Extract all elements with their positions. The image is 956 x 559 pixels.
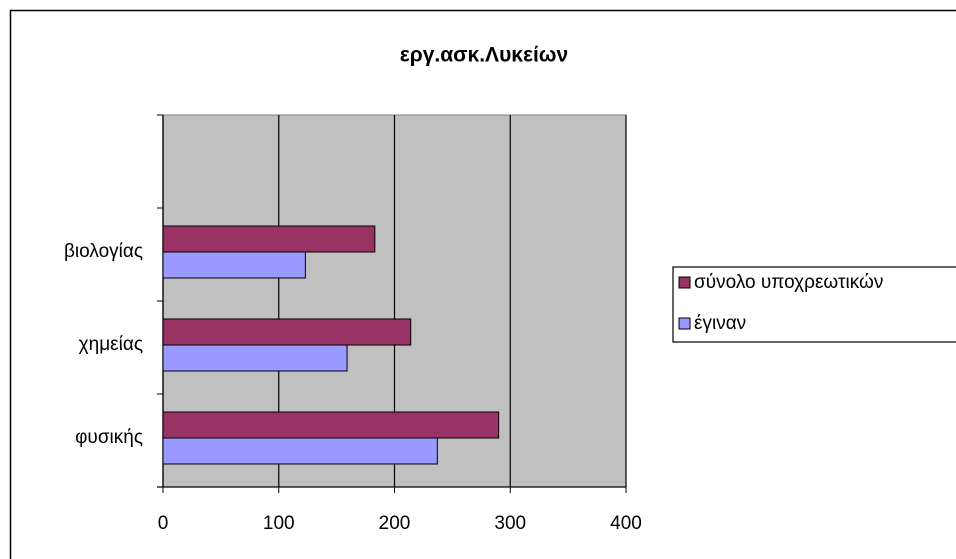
y-tick-label: βιολογίας bbox=[64, 241, 143, 262]
legend-swatch bbox=[678, 317, 691, 330]
y-tick-label: χημείας bbox=[79, 334, 143, 355]
bar bbox=[162, 225, 376, 253]
x-tick-label: 0 bbox=[158, 513, 169, 534]
x-tick-label: 300 bbox=[494, 513, 526, 534]
bar bbox=[162, 437, 438, 465]
bar bbox=[162, 344, 348, 372]
legend-label: σύνολο υποχρεωτικών bbox=[694, 272, 883, 293]
y-tick-label: φυσικής bbox=[75, 427, 143, 448]
legend-label: έγιναν bbox=[694, 313, 746, 334]
legend-box bbox=[672, 266, 956, 343]
x-tick-label: 100 bbox=[263, 513, 295, 534]
x-tick-label: 400 bbox=[610, 513, 642, 534]
legend-swatch bbox=[678, 276, 691, 289]
chart-title: εργ.ασκ.Λυκείων bbox=[400, 44, 568, 67]
bar bbox=[162, 318, 412, 346]
bar bbox=[162, 251, 306, 279]
bar bbox=[162, 411, 500, 439]
x-tick-label: 200 bbox=[379, 513, 411, 534]
